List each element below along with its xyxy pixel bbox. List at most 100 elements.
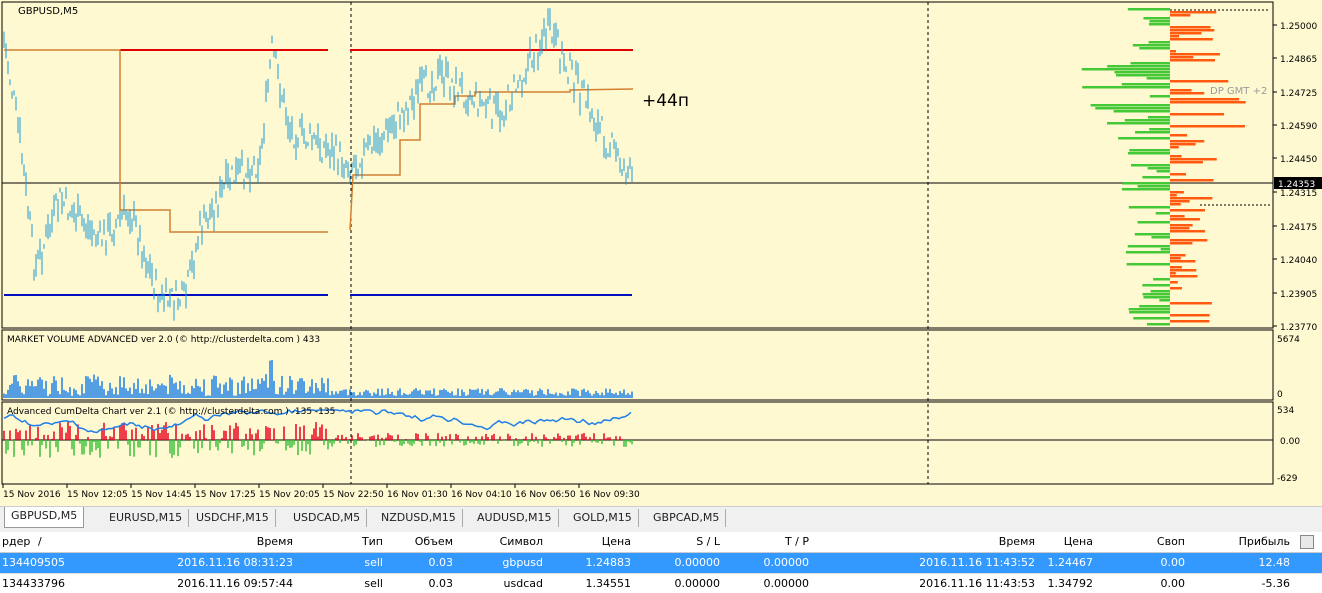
price-label: 1.23905 <box>1280 290 1317 300</box>
symbol-tab[interactable]: GOLD,M15 <box>567 509 639 527</box>
profile-bar <box>1082 86 1170 89</box>
profile-bar <box>1149 20 1170 23</box>
profile-bar <box>1170 197 1213 200</box>
profile-bar <box>1170 179 1214 182</box>
table-cell: 1.34792 <box>1047 577 1094 590</box>
price-label: 1.24040 <box>1280 256 1317 266</box>
time-label: 15 Nov 17:25 <box>195 490 256 500</box>
delta-title: Advanced CumDelta Chart ver 2.1 (© http:… <box>7 407 335 417</box>
profile-bar <box>1170 56 1194 59</box>
price-label: 1.24725 <box>1280 89 1317 99</box>
volume-label: 0 <box>1277 390 1283 400</box>
profile-bar <box>1170 143 1196 146</box>
table-cell: 1.24467 <box>1047 556 1094 569</box>
order-row[interactable]: 134433796 2016.11.16 09:57:44 sell 0.03 usdc… <box>0 574 1322 593</box>
table-cell: Своп <box>1156 535 1185 548</box>
profile-bar <box>1170 203 1181 206</box>
profile-bar <box>1142 284 1170 287</box>
chart-area: GBPUSD,M5 +44п DP GMT +2 1.24353 MARKET … <box>0 0 1322 506</box>
sort-mark: / <box>38 535 42 548</box>
profile-bar <box>1170 320 1210 323</box>
table-cell: 0.03 <box>428 577 454 590</box>
profile-bar <box>1170 11 1217 14</box>
symbol-tabs: GBPUSD,M5 EURUSD,M15 USDCHF,M15 USDCAD,M5 NZ… <box>0 506 1322 529</box>
profile-bar <box>1170 53 1220 56</box>
profile-bar <box>1170 89 1192 92</box>
profile-bar <box>1170 254 1186 257</box>
delta-label: -629 <box>1277 474 1298 484</box>
delta-panel-frame <box>1 401 1274 485</box>
table-cell: 0.00000 <box>674 556 721 569</box>
profile-bar <box>1170 173 1187 176</box>
profile-bar <box>1129 311 1170 314</box>
symbol-tab[interactable]: EURUSD,M15 <box>103 509 190 527</box>
profile-bar <box>1159 299 1170 302</box>
symbol-tab[interactable]: NZDUSD,M15 <box>375 509 463 527</box>
profile-bar <box>1170 140 1205 143</box>
profile-bar <box>1107 65 1170 68</box>
dp-label: DP GMT +2 <box>1210 86 1267 97</box>
profile-bar <box>1170 92 1205 95</box>
order-row[interactable]: 134409505 2016.11.16 08:31:23 sell 0.03 gbpu… <box>0 553 1322 574</box>
profile-bar <box>1170 281 1178 284</box>
profile-bar <box>1113 110 1170 113</box>
table-cell: 0.00000 <box>763 556 810 569</box>
vwap-line <box>349 88 634 231</box>
table-header: рдер Время Тип Объем Символ Цена S / L T / P Вре… <box>0 532 1322 553</box>
profile-bar <box>1150 290 1170 293</box>
current-price: 1.24353 <box>1278 180 1315 190</box>
profile-bar <box>1170 260 1196 263</box>
profile-bar <box>1170 101 1246 104</box>
volume-panel-frame <box>1 329 1274 401</box>
profile-bar <box>1170 134 1188 137</box>
symbol-tab[interactable]: GBPCAD,M5 <box>647 509 727 527</box>
table-cell: Символ <box>499 535 543 548</box>
profile-bar <box>1170 80 1229 83</box>
table-cell: sell <box>364 556 383 569</box>
symbol-tab[interactable]: USDCAD,M5 <box>287 509 368 527</box>
symbol-tab[interactable]: GBPUSD,M5 <box>4 507 85 528</box>
profile-bar <box>1170 224 1193 227</box>
profile-bar <box>1134 233 1170 236</box>
symbol-tab[interactable]: USDCHF,M15 <box>190 509 276 527</box>
profile-bar <box>1146 77 1170 80</box>
time-label: 16 Nov 04:10 <box>451 490 512 500</box>
scroll-button[interactable] <box>1300 535 1314 549</box>
profile-bar <box>1170 38 1213 41</box>
profile-bar <box>1170 287 1182 290</box>
table-cell: Время <box>256 535 293 548</box>
table-cell: Прибыль <box>1238 535 1290 548</box>
annotation: +44п <box>642 91 689 111</box>
profile-bar <box>1127 245 1170 248</box>
profile-bar <box>1130 62 1170 65</box>
profile-bar <box>1122 182 1170 185</box>
profile-bar <box>1121 188 1170 191</box>
time-label: 16 Nov 06:50 <box>515 490 576 500</box>
profile-bar <box>1170 125 1245 128</box>
table-cell: usdcad <box>503 577 543 590</box>
profile-bar <box>1170 194 1177 197</box>
profile-bar <box>1149 95 1170 98</box>
profile-bar <box>1170 155 1182 158</box>
profile-bar <box>1139 305 1170 308</box>
profile-bar <box>1128 206 1170 209</box>
table-cell: 0.00 <box>1160 577 1186 590</box>
table-cell: -5.36 <box>1261 577 1290 590</box>
profile-bar <box>1107 122 1170 125</box>
table-cell: Цена <box>1063 535 1093 548</box>
profile-bar <box>1143 17 1170 20</box>
profile-bar <box>1170 200 1190 203</box>
price-label: 1.24450 <box>1280 155 1317 165</box>
profile-bar <box>1170 146 1179 149</box>
cumdelta-line <box>3 408 632 434</box>
price-label: 1.23770 <box>1280 323 1317 333</box>
symbol-tab[interactable]: AUDUSD,M15 <box>471 509 559 527</box>
profile-bar <box>1170 98 1240 101</box>
profile-bar <box>1115 74 1170 77</box>
profile-bar <box>1137 185 1170 188</box>
table-cell: 1.34551 <box>585 577 632 590</box>
table-cell: 2016.11.16 08:31:23 <box>177 556 293 569</box>
delta-label: 534 <box>1277 406 1294 416</box>
profile-bar <box>1121 83 1170 86</box>
